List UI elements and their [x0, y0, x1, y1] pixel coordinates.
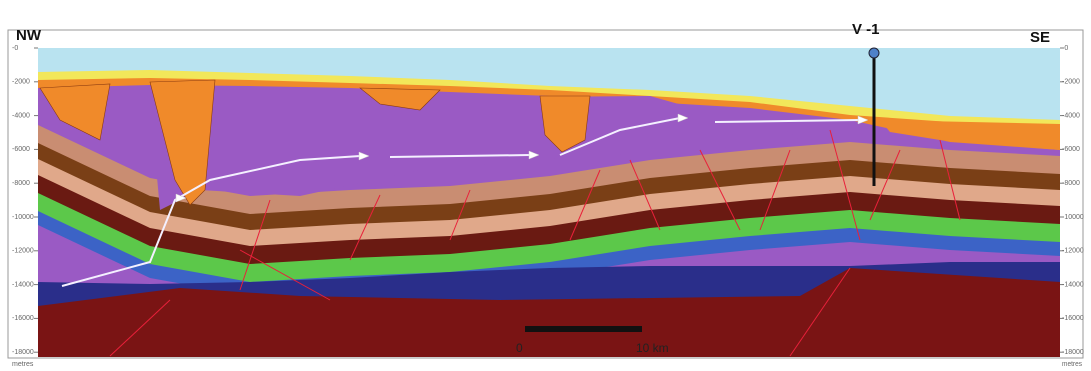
scale-bar — [525, 326, 642, 332]
left-tick-label: -6000 — [12, 146, 30, 153]
left-axis — [9, 44, 38, 357]
well-label: V -1 — [852, 21, 880, 38]
right-tick-label: -2000 — [1062, 79, 1080, 86]
right-axis — [1060, 44, 1082, 357]
left-tick-label: -10000 — [12, 214, 34, 221]
left-unit: metres — [12, 361, 34, 368]
left-tick-label: -4000 — [12, 112, 30, 119]
left-tick-label: -12000 — [12, 248, 34, 255]
left-tick-label: -2000 — [12, 79, 30, 86]
se-label: SE — [1030, 29, 1050, 46]
well-head — [869, 48, 879, 58]
scale-start: 0 — [516, 341, 523, 355]
cross-section: -0-0-2000-2000-4000-4000-6000-6000-8000-… — [0, 0, 1091, 371]
left-tick-label: -18000 — [12, 349, 34, 356]
strata — [38, 48, 1060, 357]
scale-end: 10 km — [636, 341, 669, 355]
left-tick-label: -14000 — [12, 281, 34, 288]
right-tick-label: -10000 — [1062, 214, 1084, 221]
nw-label: NW — [16, 27, 42, 44]
right-tick-label: -4000 — [1062, 112, 1080, 119]
left-tick-label: -8000 — [12, 180, 30, 187]
right-tick-label: -6000 — [1062, 146, 1080, 153]
right-tick-label: -14000 — [1062, 281, 1084, 288]
left-tick-label: -16000 — [12, 315, 34, 322]
left-tick-label: -0 — [12, 45, 18, 52]
right-tick-label: -12000 — [1062, 248, 1084, 255]
right-tick-label: -8000 — [1062, 180, 1080, 187]
right-tick-label: -16000 — [1062, 315, 1084, 322]
right-tick-label: -18000 — [1062, 349, 1084, 356]
right-unit: metres — [1062, 361, 1082, 368]
